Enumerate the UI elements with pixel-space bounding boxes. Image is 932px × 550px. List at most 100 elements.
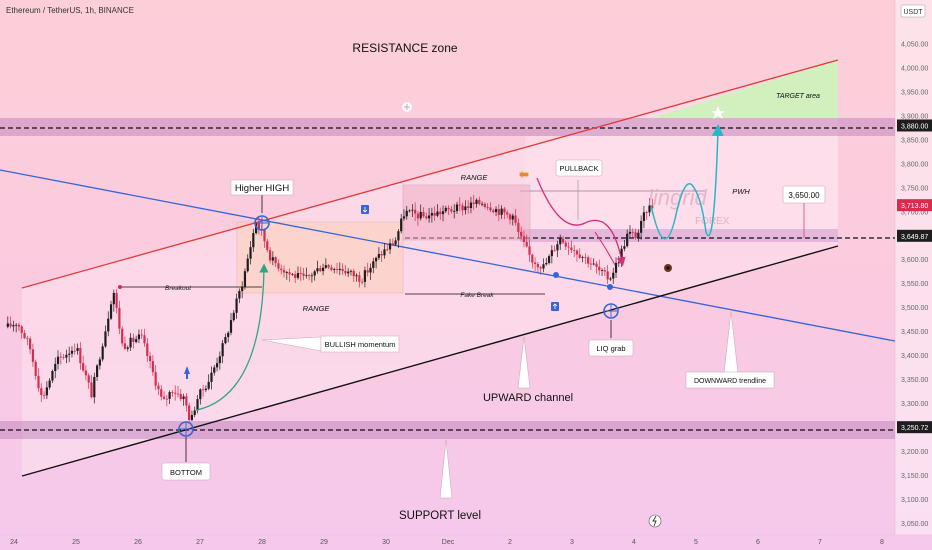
candle-body (556, 244, 559, 251)
candle-body (62, 356, 65, 358)
higher-high-circle (254, 215, 270, 231)
candle-body (310, 275, 314, 277)
candle-body (308, 275, 311, 276)
candle-body (358, 275, 361, 282)
price-tick-label: 3,200.00 (901, 449, 928, 456)
price-tick-label: 4,000.00 (901, 65, 928, 72)
rocket-icon (184, 366, 190, 379)
projection-path (650, 124, 724, 240)
pullback-label: PULLBACK (559, 164, 598, 173)
candle-body (547, 256, 551, 264)
candle-body (215, 363, 219, 368)
candle-body (634, 232, 637, 238)
candle-body (73, 350, 76, 352)
candle-body (570, 247, 573, 251)
candle-body (631, 231, 634, 233)
candle-body (450, 209, 453, 212)
candle-body (366, 270, 369, 273)
candle-body (146, 343, 149, 357)
candle-body (397, 231, 400, 241)
candle-body (143, 335, 146, 344)
candle-body (299, 273, 302, 274)
candle-body (17, 324, 21, 327)
candle-body (98, 359, 101, 366)
price-axis[interactable]: 4,050.00 4,000.00 3,950.00 3,900.00 3,850.00… (897, 41, 932, 528)
star-icon (711, 106, 725, 119)
candle-body (414, 209, 417, 214)
candle-body (140, 334, 143, 336)
candle-body (282, 270, 286, 273)
candle-body (614, 262, 618, 273)
candle-body (581, 257, 584, 258)
candle-body (31, 349, 35, 362)
range-top-label: RANGE (461, 173, 489, 182)
price-tag-label: 3,649.87 (901, 234, 928, 241)
plus-icon-glyph (404, 104, 410, 110)
candle-body (319, 268, 322, 272)
candle-body (176, 393, 180, 395)
candle-body (592, 263, 595, 265)
candle-body (578, 254, 581, 258)
candle-body (12, 325, 15, 327)
candle-body (405, 210, 408, 217)
support-pointer (439, 439, 453, 499)
downward-trendline-box (685, 371, 775, 389)
candle-body (612, 272, 615, 279)
lightning-icon-glyph (652, 515, 657, 527)
candle-body (497, 209, 500, 215)
price-tick-label: 3,900.00 (901, 113, 928, 120)
candle-body (6, 323, 9, 327)
candle-body (316, 268, 319, 272)
candle-body (617, 262, 620, 264)
candle-body (372, 261, 375, 268)
candle-body (522, 236, 526, 242)
candle-body (483, 203, 486, 207)
currency-label: USDT (903, 9, 923, 16)
time-tick-label: 7 (818, 539, 822, 546)
candle-body (623, 246, 626, 249)
range-dot (553, 272, 559, 278)
candle-body (598, 266, 601, 271)
candle-body (252, 233, 255, 248)
candle-body (427, 215, 431, 219)
candle-body (500, 208, 503, 215)
candle-body (645, 212, 648, 214)
candle-body (573, 250, 576, 251)
time-axis[interactable]: 24 25 26 27 28 29 30 Dec 2 3 4 5 6 7 8 (10, 539, 884, 546)
candle-body (213, 367, 216, 373)
candle-body (243, 271, 247, 287)
breakout-label: Breakout (165, 285, 192, 292)
pullback-box (555, 159, 603, 177)
candle-body (196, 399, 199, 411)
candle-body (341, 268, 344, 271)
candle-body (294, 274, 297, 278)
price-tick-label: 3,050.00 (901, 521, 928, 528)
candle-body (118, 307, 121, 329)
candle-body (525, 241, 528, 247)
bottom-cross (180, 423, 192, 435)
candle-body (411, 209, 414, 211)
candle-body (76, 348, 79, 351)
candle-body (59, 356, 62, 358)
liq-grab-label: LIQ grab (596, 344, 625, 353)
candle-body (455, 204, 459, 212)
downward-trendline-label: DOWNWARD trendline (694, 378, 766, 385)
candle-body (227, 332, 230, 337)
candle-body (511, 215, 514, 220)
candle-body (609, 278, 612, 280)
candle-body (408, 210, 411, 212)
candle-body (263, 229, 266, 242)
candle-body (464, 206, 467, 211)
candle-body (54, 363, 57, 372)
candle-body (430, 212, 433, 216)
candle-body (335, 269, 339, 270)
candle-body (447, 207, 450, 210)
time-tick-label: 5 (694, 539, 698, 546)
price-box-label: 3,650.00 (788, 191, 820, 200)
candle-body (514, 215, 517, 223)
price-tick-label: 3,950.00 (901, 89, 928, 96)
support-zone-band (0, 421, 895, 439)
candle-body (394, 240, 397, 245)
candle-body (494, 209, 498, 213)
candle-body (531, 254, 534, 263)
